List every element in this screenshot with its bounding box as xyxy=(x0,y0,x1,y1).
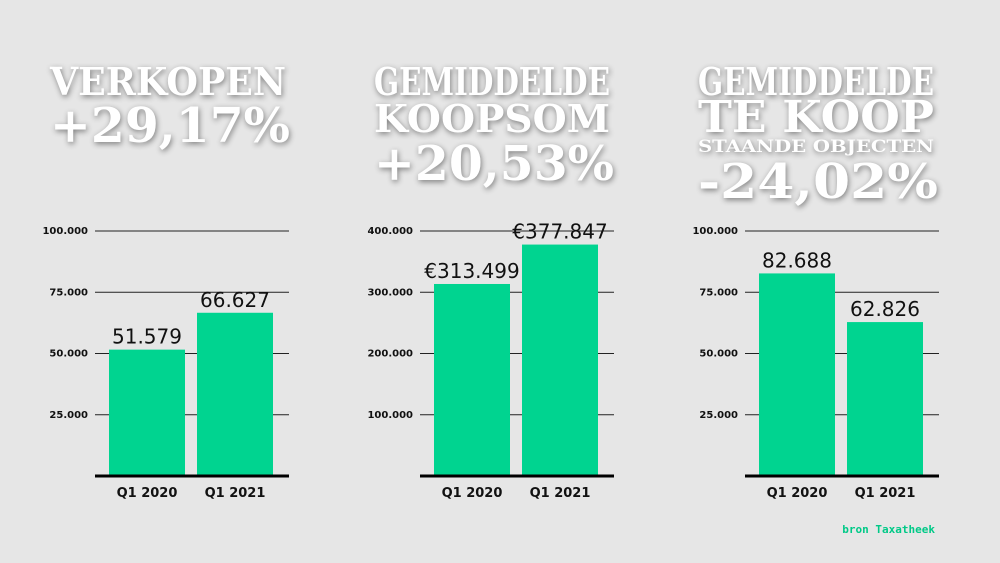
y-tick-label: 25.000 xyxy=(49,410,88,421)
y-tick-label: 100.000 xyxy=(42,226,88,237)
bar xyxy=(847,322,923,476)
y-tick-label: 200.000 xyxy=(367,349,413,360)
x-tick-label: Q1 2020 xyxy=(767,486,828,501)
chart-subtitle: -24,02% xyxy=(698,154,938,210)
chart-title: GEMIDDELDE xyxy=(374,59,610,104)
value-label: €313.499 xyxy=(424,259,519,283)
value-label: 62.826 xyxy=(850,297,920,321)
y-tick-label: 25.000 xyxy=(699,410,738,421)
y-tick-label: 100.000 xyxy=(367,410,413,421)
y-tick-label: 400.000 xyxy=(367,226,413,237)
value-label: 66.627 xyxy=(200,288,270,312)
bar xyxy=(109,349,185,476)
chart-title: VERKOPEN xyxy=(49,59,286,104)
x-tick-label: Q1 2021 xyxy=(530,486,591,501)
y-tick-label: 300.000 xyxy=(367,287,413,298)
y-tick-label: 50.000 xyxy=(49,349,88,360)
chart-subtitle: +20,53% xyxy=(374,136,614,192)
x-tick-label: Q1 2021 xyxy=(855,486,916,501)
value-label: 82.688 xyxy=(762,248,832,272)
value-label: €377.847 xyxy=(512,220,607,244)
bar xyxy=(434,283,510,476)
y-tick-label: 75.000 xyxy=(699,287,738,298)
y-tick-label: 100.000 xyxy=(692,226,738,237)
bar xyxy=(759,273,835,476)
chart-subtitle: +29,17% xyxy=(50,98,290,154)
bar xyxy=(197,312,273,476)
chart-title: TE KOOP xyxy=(698,92,934,143)
chart-title: STAANDE OBJECTEN xyxy=(698,137,934,157)
bar xyxy=(522,244,598,476)
x-tick-label: Q1 2020 xyxy=(442,486,503,501)
source: bron Taxatheek xyxy=(842,523,935,536)
x-tick-label: Q1 2021 xyxy=(205,486,266,501)
y-tick-label: 50.000 xyxy=(699,349,738,360)
chart-title: GEMIDDELDE xyxy=(698,59,934,104)
value-label: 51.579 xyxy=(112,325,182,349)
y-tick-label: 75.000 xyxy=(49,287,88,298)
x-tick-label: Q1 2020 xyxy=(117,486,178,501)
chart-title: KOOPSOM xyxy=(374,96,610,141)
